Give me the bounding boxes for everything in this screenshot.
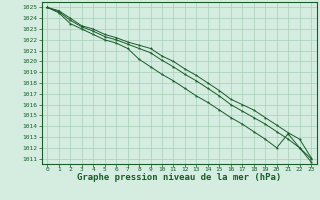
X-axis label: Graphe pression niveau de la mer (hPa): Graphe pression niveau de la mer (hPa)	[77, 173, 281, 182]
